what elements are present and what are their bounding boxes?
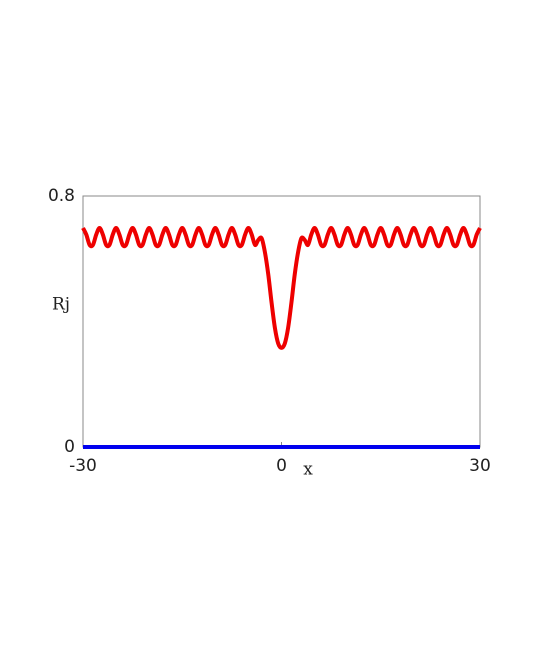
y-axis-label: Rj (52, 295, 70, 315)
plot-frame (82, 195, 481, 448)
x-axis-label: x (303, 460, 313, 480)
y-tick-label: 0.8 (48, 186, 75, 206)
data-line (81, 226, 482, 350)
x-tick-label: 0 (276, 456, 287, 476)
y-tick-label: 0 (64, 437, 75, 457)
x-tick-label: 30 (469, 456, 491, 476)
x-tick-label: -30 (69, 456, 97, 476)
